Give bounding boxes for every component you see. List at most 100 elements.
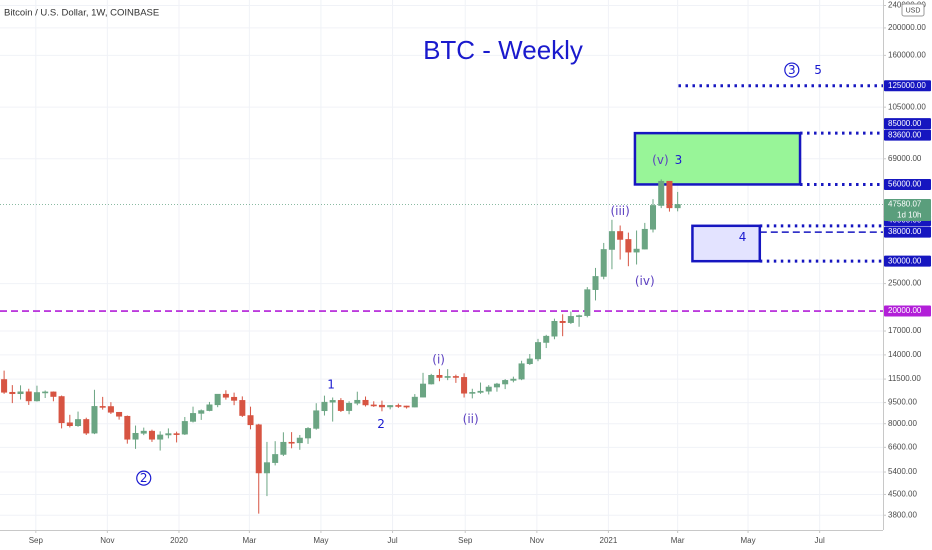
level-price-box — [884, 226, 931, 238]
candle-body — [600, 249, 607, 277]
candle-body — [378, 404, 385, 408]
candle-body — [428, 374, 435, 385]
candle-body — [214, 393, 221, 406]
y-tick-label: 69000.00 — [888, 154, 922, 163]
y-tick-label: 5400.00 — [888, 467, 917, 476]
chart-title: BTC - Weekly — [423, 35, 583, 65]
candle-body — [280, 441, 287, 455]
price-axis: 240000.00200000.00160000.00105000.006900… — [883, 1, 931, 519]
y-tick-label: 8000.00 — [888, 419, 917, 428]
y-tick-label: 200000.00 — [888, 23, 926, 32]
candle-body — [321, 401, 328, 412]
candle-body — [510, 378, 517, 381]
x-tick-label: Jul — [387, 536, 397, 545]
candle-body — [518, 363, 525, 380]
candle-body — [444, 376, 451, 378]
candle-body — [420, 383, 427, 398]
x-tick-label: 2020 — [170, 536, 188, 545]
annotation-circle — [784, 62, 800, 78]
currency-label: USD — [906, 7, 921, 14]
candle-body — [288, 441, 295, 444]
candle-body — [25, 391, 32, 402]
candle-body — [124, 415, 131, 440]
candle-body — [9, 391, 16, 395]
candle-body — [231, 396, 238, 401]
level-price-box — [884, 80, 931, 92]
candle-body — [592, 276, 599, 290]
candle-body — [395, 405, 402, 407]
y-tick-label: 6600.00 — [888, 442, 917, 451]
candle-body — [551, 320, 558, 337]
level-price-label: 125000.00 — [888, 81, 926, 90]
grid — [0, 0, 883, 530]
candle-body — [116, 411, 123, 417]
candle-body — [75, 419, 82, 427]
candle-body — [132, 432, 139, 440]
level-price-box — [884, 255, 931, 267]
wave-label: 3 — [788, 63, 796, 77]
candle-body — [17, 391, 24, 395]
candle-body — [362, 399, 369, 406]
candle-body — [222, 393, 229, 398]
candle-body — [666, 180, 673, 209]
candle-body — [83, 419, 90, 434]
candle-body — [91, 406, 98, 434]
candle-body — [107, 406, 114, 413]
zone-box — [633, 131, 802, 186]
candle-body — [337, 400, 344, 411]
y-tick-label: 25000.00 — [888, 279, 922, 288]
candle-body — [526, 358, 533, 365]
candle-body — [411, 396, 418, 408]
x-tick-label: May — [313, 536, 328, 545]
plot: 3 5 (v) 3 (iii) 4 (iv) (i) 1 2 (ii) 2 — [0, 62, 883, 514]
candle-body — [157, 434, 164, 440]
wave-label: (i) — [432, 352, 445, 366]
level-price-box — [884, 178, 931, 190]
candle-body — [469, 392, 476, 394]
annotation-circle — [136, 470, 152, 486]
level-price-box — [884, 305, 931, 317]
candle-body — [255, 424, 262, 474]
wave-label: (iv) — [635, 274, 655, 288]
wave-label: (ii) — [463, 412, 479, 426]
candle-body — [50, 391, 57, 397]
candle-body — [567, 316, 574, 323]
level-price-label: 56000.00 — [888, 180, 922, 189]
candle-body — [181, 421, 188, 435]
candle-body — [625, 239, 632, 253]
candle-body — [148, 430, 155, 440]
candle-body — [190, 413, 197, 422]
candle-body — [313, 410, 320, 429]
last-price-label: 47580.07 — [888, 200, 922, 209]
wave-label: 1 — [327, 378, 335, 392]
candle-body — [576, 315, 583, 317]
candle-body — [633, 248, 640, 253]
candle-body — [502, 380, 509, 385]
y-tick-label: 3800.00 — [888, 510, 917, 519]
level-price-label: 83600.00 — [888, 130, 922, 139]
x-tick-label: Sep — [458, 536, 473, 545]
candle-body — [674, 204, 681, 209]
candle-body — [239, 400, 246, 416]
candle-body — [641, 228, 648, 250]
y-tick-label: 9500.00 — [888, 398, 917, 407]
candle-body — [329, 400, 336, 403]
candle-body — [58, 396, 65, 424]
countdown-label: 1d 10h — [897, 211, 921, 220]
wave-label: (iii) — [610, 204, 629, 218]
candle-body — [272, 454, 279, 463]
x-tick-label: Mar — [671, 536, 685, 545]
wave-label: 2 — [140, 471, 148, 485]
y-tick-label: 105000.00 — [888, 102, 926, 111]
candle-body — [559, 320, 566, 323]
wave-label: 5 — [814, 63, 822, 77]
candle-body — [436, 374, 443, 378]
candle-body — [617, 231, 624, 240]
level-price-label: 30000.00 — [888, 256, 922, 265]
candle-body — [33, 392, 40, 402]
candle-body — [477, 390, 484, 393]
level-price-label: 85000.00 — [888, 119, 922, 128]
